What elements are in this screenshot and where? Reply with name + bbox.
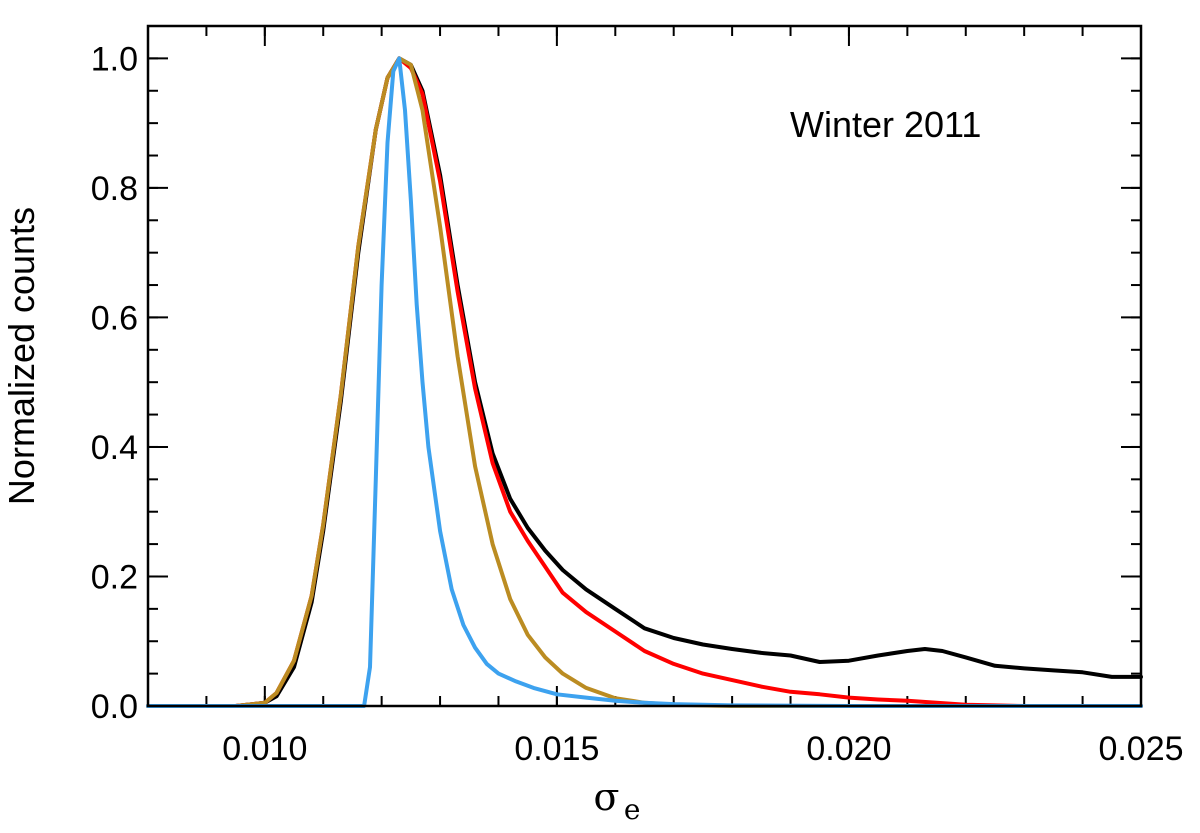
- y-tick-label: 0.0: [91, 688, 138, 726]
- y-axis-label: Normalized counts: [1, 207, 42, 505]
- series-line-gold: [146, 56, 1143, 708]
- series-line-blue: [146, 56, 1143, 708]
- axis-ticks: [147, 25, 1142, 707]
- x-axis-label-symbol: σ: [594, 775, 620, 819]
- x-tick-label: 0.025: [1098, 730, 1183, 768]
- series-line-black: [146, 56, 1143, 708]
- plot-frame: [146, 24, 1143, 708]
- y-tick-label: 0.6: [91, 299, 138, 337]
- x-axis-label-subscript: e: [624, 793, 641, 826]
- series-lines: [146, 56, 1143, 708]
- y-tick-label: 1.0: [91, 40, 138, 78]
- y-tick-label: 0.8: [91, 170, 138, 208]
- chart-annotation: Winter 2011: [790, 104, 981, 145]
- x-tick-label: 0.015: [514, 730, 599, 768]
- y-tick-label: 0.4: [91, 429, 138, 467]
- x-axis-label: σ e: [594, 775, 641, 826]
- y-tick-label: 0.2: [91, 558, 138, 596]
- tick-labels: 0.010 0.015 0.020 0.025 0.0 0.2 0.4 0.6 0.8 1.0: [91, 40, 1184, 768]
- series-line-red: [146, 56, 1143, 708]
- x-tick-label: 0.010: [222, 730, 307, 768]
- x-tick-label: 0.020: [806, 730, 891, 768]
